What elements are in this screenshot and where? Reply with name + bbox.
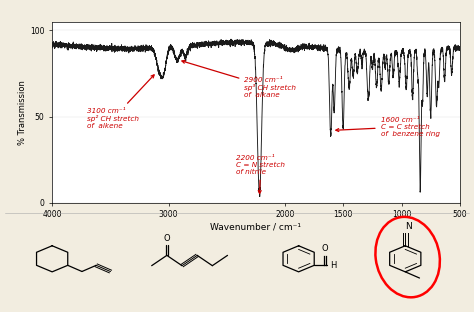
Text: H: H — [330, 261, 337, 270]
Text: 2900 cm⁻¹
sp³ CH stretch
of  alkane: 2900 cm⁻¹ sp³ CH stretch of alkane — [182, 61, 296, 98]
Text: N: N — [405, 222, 412, 231]
Y-axis label: % Transmission: % Transmission — [18, 80, 27, 145]
Text: 2200 cm⁻¹
C = N stretch
of nitrile: 2200 cm⁻¹ C = N stretch of nitrile — [236, 154, 285, 193]
Text: O: O — [164, 234, 170, 243]
X-axis label: Wavenumber / cm⁻¹: Wavenumber / cm⁻¹ — [210, 222, 301, 231]
Text: 1600 cm⁻¹
C = C stretch
of  benzene ring: 1600 cm⁻¹ C = C stretch of benzene ring — [336, 117, 439, 137]
Text: O: O — [322, 244, 328, 253]
Text: 3100 cm⁻¹
sp² CH stretch
of  alkene: 3100 cm⁻¹ sp² CH stretch of alkene — [87, 75, 154, 129]
